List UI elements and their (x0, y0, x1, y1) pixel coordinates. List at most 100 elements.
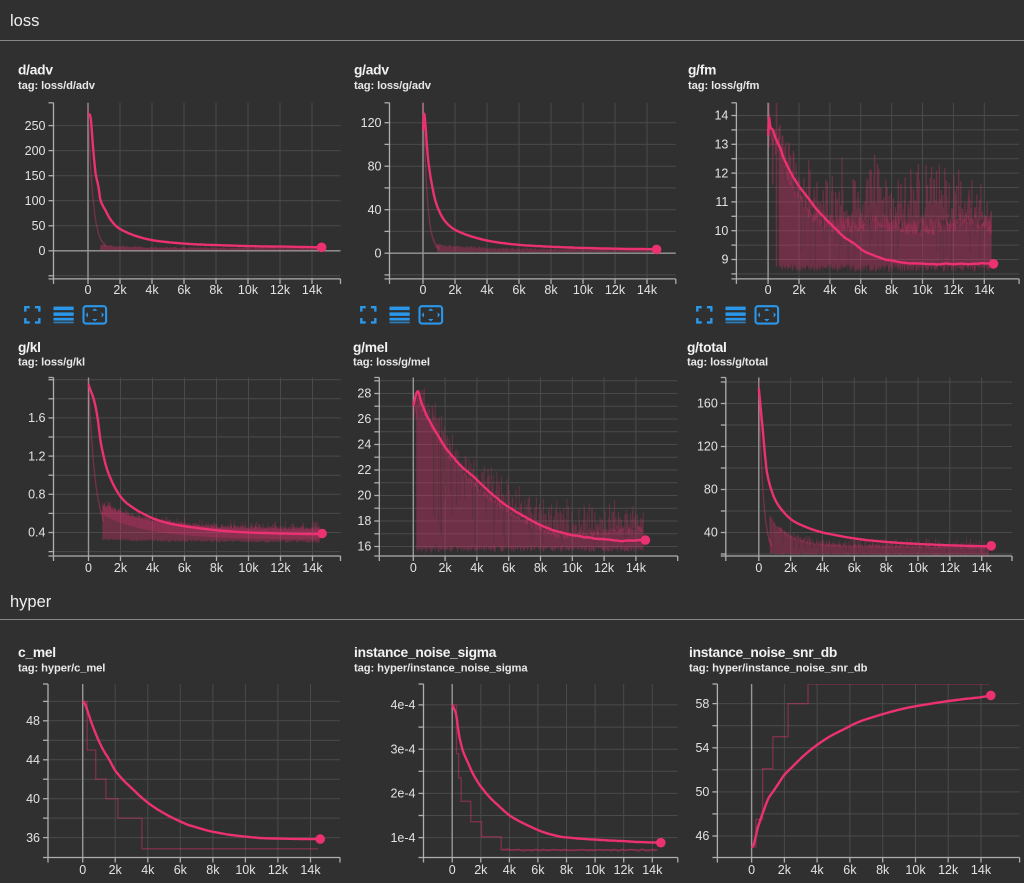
svg-text:hyper: hyper (10, 593, 52, 611)
svg-text:4k: 4k (503, 863, 517, 877)
svg-text:12k: 12k (270, 561, 291, 575)
svg-text:2k: 2k (113, 283, 127, 297)
svg-text:0: 0 (410, 561, 417, 575)
svg-text:8k: 8k (876, 863, 890, 877)
svg-text:12k: 12k (614, 863, 635, 877)
svg-text:g/adv: g/adv (354, 63, 389, 78)
svg-text:3e-4: 3e-4 (390, 742, 415, 756)
svg-text:12k: 12k (268, 863, 289, 877)
svg-text:4k: 4k (823, 283, 837, 297)
svg-text:4k: 4k (810, 863, 824, 877)
svg-text:0.8: 0.8 (28, 488, 45, 502)
svg-text:54: 54 (695, 741, 709, 755)
svg-text:tag: hyper/instance_noise_sigm: tag: hyper/instance_noise_sigma (354, 663, 528, 675)
svg-text:instance_noise_sigma: instance_noise_sigma (354, 645, 497, 660)
svg-text:16: 16 (357, 540, 371, 554)
svg-text:14k: 14k (626, 561, 647, 575)
svg-text:40: 40 (368, 203, 382, 217)
svg-text:26: 26 (357, 412, 371, 426)
svg-text:2k: 2k (448, 283, 462, 297)
svg-text:10k: 10k (235, 863, 256, 877)
svg-text:tag: loss/g/adv: tag: loss/g/adv (354, 80, 432, 92)
svg-text:6k: 6k (502, 561, 516, 575)
svg-text:0.4: 0.4 (28, 526, 45, 540)
svg-text:g/kl: g/kl (18, 340, 41, 355)
svg-text:12k: 12k (594, 561, 615, 575)
svg-text:40: 40 (26, 792, 40, 806)
svg-text:0: 0 (85, 561, 92, 575)
svg-text:0: 0 (449, 863, 456, 877)
svg-text:250: 250 (25, 119, 46, 133)
svg-text:100: 100 (25, 194, 46, 208)
svg-text:2k: 2k (792, 283, 806, 297)
svg-text:10: 10 (714, 224, 728, 238)
svg-text:2k: 2k (109, 863, 123, 877)
svg-text:14k: 14k (302, 561, 323, 575)
svg-text:24: 24 (357, 438, 371, 452)
svg-text:10k: 10k (908, 561, 929, 575)
svg-text:tag: loss/g/mel: tag: loss/g/mel (353, 357, 430, 369)
svg-text:4k: 4k (141, 863, 155, 877)
svg-text:200: 200 (25, 144, 46, 158)
svg-text:6k: 6k (178, 561, 192, 575)
svg-text:50: 50 (32, 219, 46, 233)
svg-text:28: 28 (357, 387, 371, 401)
svg-text:22: 22 (357, 463, 371, 477)
svg-text:80: 80 (368, 159, 382, 173)
svg-text:9: 9 (721, 253, 728, 267)
svg-text:40: 40 (704, 526, 718, 540)
svg-text:12k: 12k (270, 283, 291, 297)
svg-text:0: 0 (39, 244, 46, 258)
svg-text:12k: 12k (943, 283, 964, 297)
svg-text:12k: 12k (940, 561, 961, 575)
svg-text:150: 150 (25, 169, 46, 183)
svg-text:4k: 4k (146, 561, 160, 575)
svg-text:14k: 14k (974, 283, 995, 297)
svg-text:6k: 6k (848, 561, 862, 575)
svg-text:46: 46 (695, 829, 709, 843)
svg-text:tag: loss/g/kl: tag: loss/g/kl (18, 357, 85, 369)
svg-text:2k: 2k (114, 561, 128, 575)
svg-text:4k: 4k (480, 283, 494, 297)
svg-text:14k: 14k (971, 863, 992, 877)
svg-text:4k: 4k (816, 561, 830, 575)
svg-text:8k: 8k (210, 561, 224, 575)
svg-text:14: 14 (714, 109, 728, 123)
svg-text:2k: 2k (438, 561, 452, 575)
svg-text:14k: 14k (637, 283, 658, 297)
svg-text:14k: 14k (300, 863, 321, 877)
svg-text:c_mel: c_mel (18, 645, 56, 660)
svg-text:44: 44 (26, 753, 40, 767)
svg-text:10k: 10k (238, 283, 259, 297)
svg-text:0: 0 (420, 283, 427, 297)
svg-text:8k: 8k (534, 561, 548, 575)
svg-text:tag: loss/g/total: tag: loss/g/total (687, 357, 768, 369)
svg-text:14k: 14k (642, 863, 663, 877)
svg-text:80: 80 (704, 483, 718, 497)
svg-text:50: 50 (695, 785, 709, 799)
svg-text:8k: 8k (560, 863, 574, 877)
svg-text:14k: 14k (302, 283, 323, 297)
svg-text:d/adv: d/adv (18, 63, 53, 78)
svg-text:13: 13 (714, 138, 728, 152)
svg-text:10k: 10k (562, 561, 583, 575)
svg-text:8k: 8k (880, 561, 894, 575)
svg-text:6k: 6k (174, 863, 188, 877)
svg-text:4k: 4k (145, 283, 159, 297)
svg-text:12k: 12k (938, 863, 959, 877)
svg-text:2e-4: 2e-4 (390, 787, 415, 801)
svg-text:g/fm: g/fm (688, 63, 716, 78)
svg-text:loss: loss (10, 12, 39, 30)
svg-text:0: 0 (375, 246, 382, 260)
svg-text:4k: 4k (470, 561, 484, 575)
svg-text:g/total: g/total (687, 340, 727, 355)
svg-text:0: 0 (748, 863, 755, 877)
svg-text:10k: 10k (912, 283, 933, 297)
svg-text:6k: 6k (531, 863, 545, 877)
svg-text:tag: hyper/instance_noise_snr_: tag: hyper/instance_noise_snr_db (689, 663, 868, 675)
svg-text:10k: 10k (585, 863, 606, 877)
svg-text:48: 48 (26, 714, 40, 728)
svg-text:120: 120 (697, 440, 718, 454)
svg-text:tag: hyper/c_mel: tag: hyper/c_mel (18, 663, 105, 675)
svg-text:1e-4: 1e-4 (390, 831, 415, 845)
